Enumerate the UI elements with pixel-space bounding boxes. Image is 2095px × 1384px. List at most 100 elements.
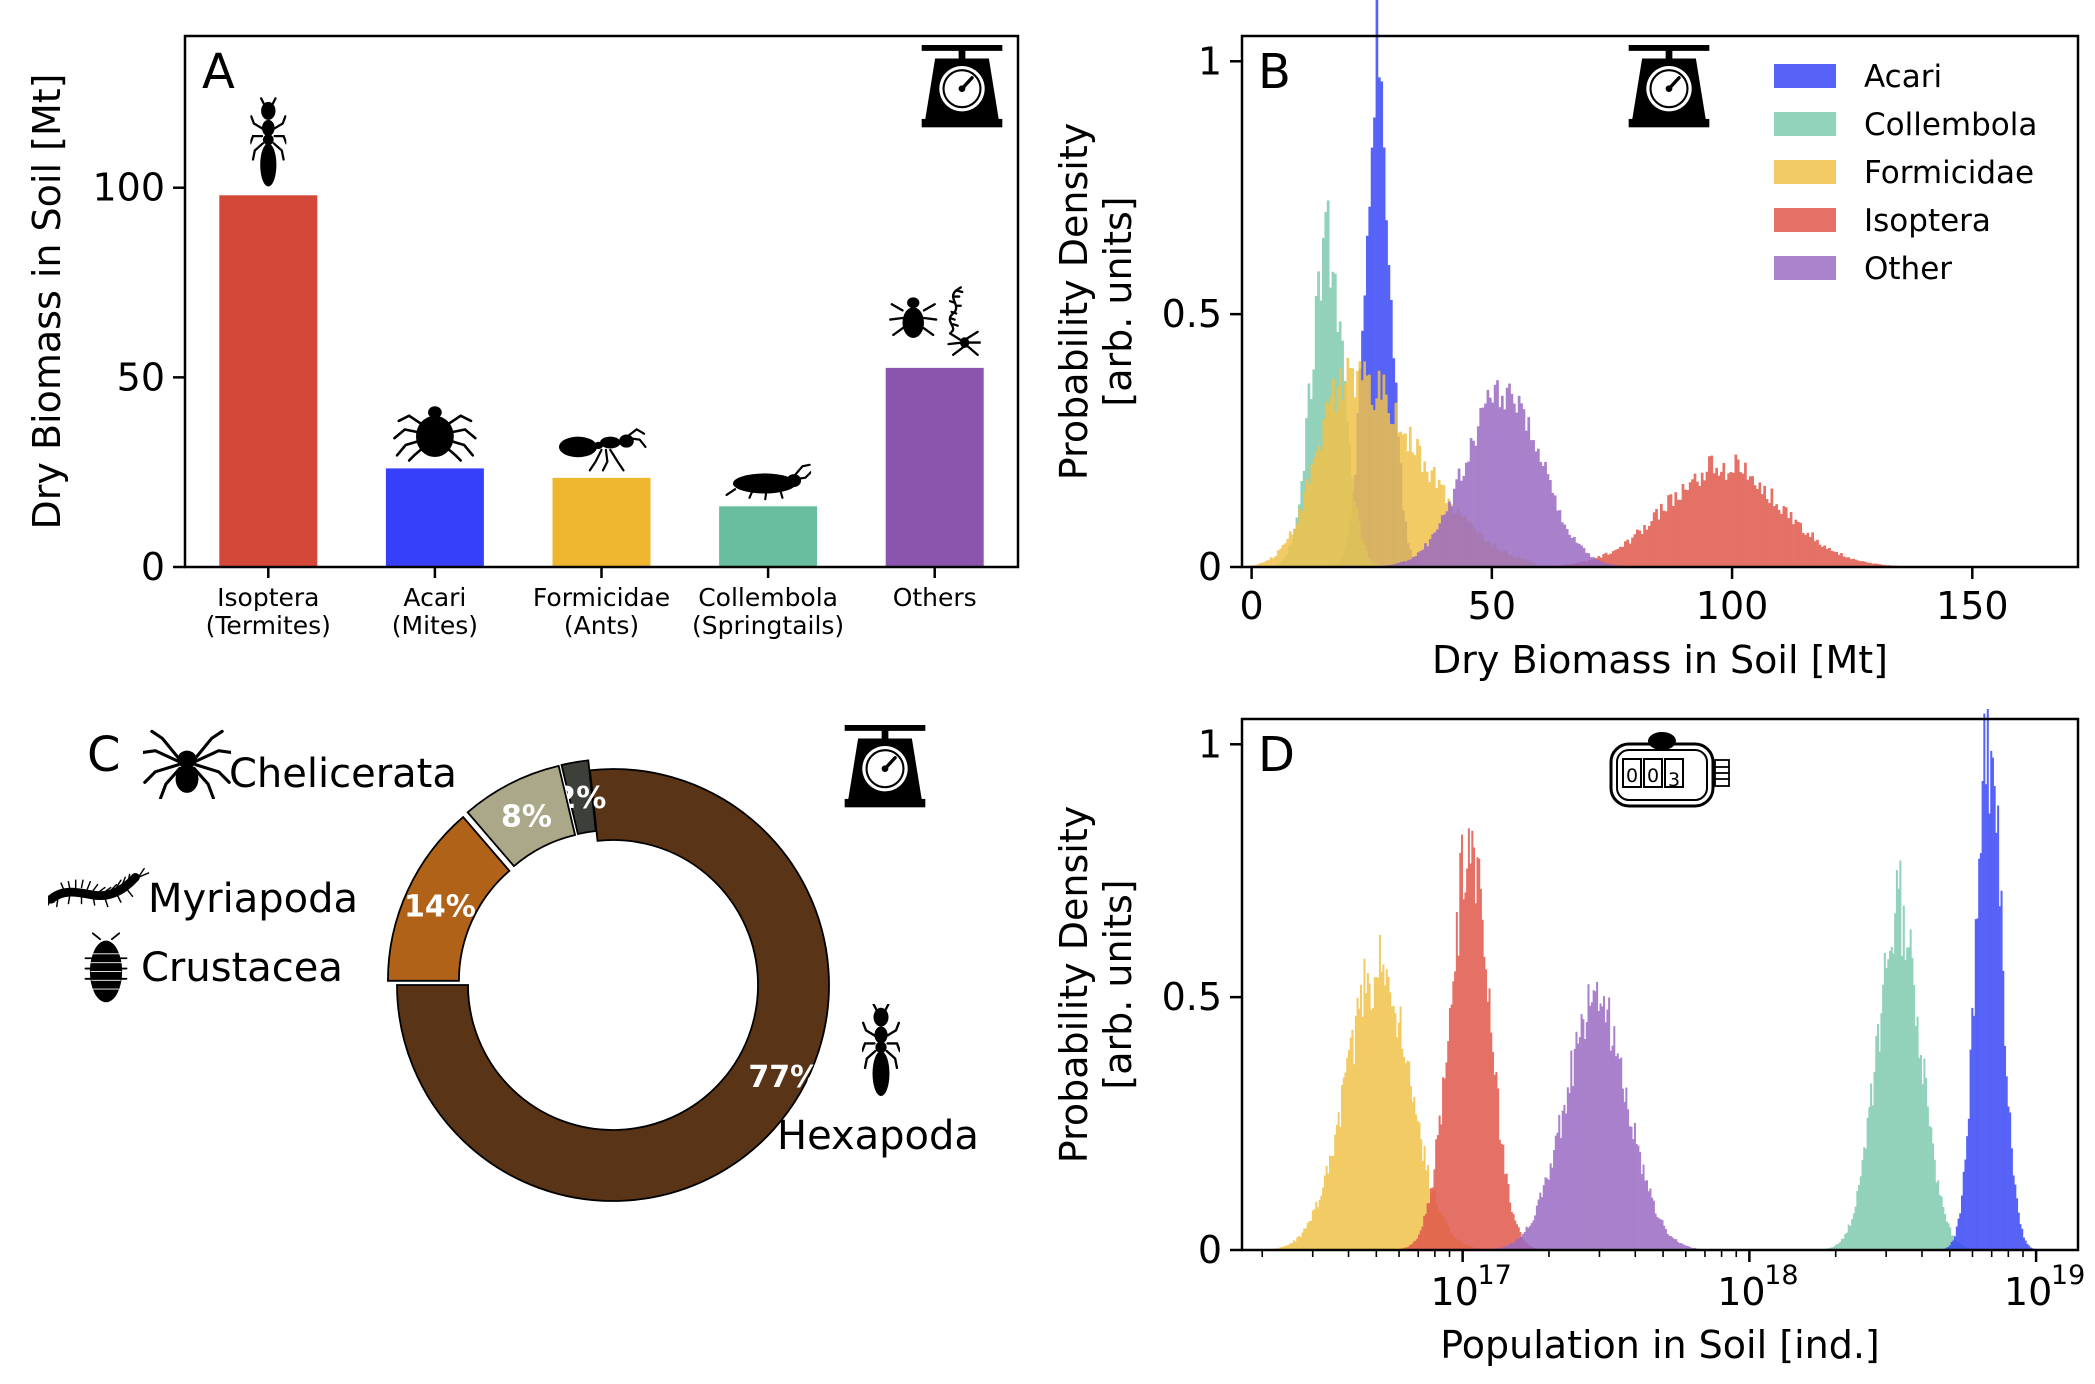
- b-hist-bin: [1587, 553, 1591, 567]
- b-hist-bin: [1580, 545, 1583, 567]
- d-hist-bin: [1906, 947, 1909, 1250]
- b-hist-bin: [1746, 479, 1750, 567]
- b-hist-bin: [1534, 451, 1538, 567]
- d-hist-bin: [1573, 1048, 1576, 1250]
- d-hist-bin: [1918, 1057, 1921, 1250]
- d-hist-bin: [1864, 1148, 1867, 1250]
- d-hist-bin: [1503, 1246, 1506, 1250]
- b-hist-bin: [1339, 368, 1342, 567]
- b-hist-bin: [1715, 467, 1718, 567]
- b-hist-bin: [1319, 300, 1323, 567]
- b-hist-bin: [1799, 522, 1803, 567]
- d-hist-bin: [1413, 1096, 1416, 1250]
- d-hist-bin: [1522, 1233, 1525, 1250]
- d-hist-bin: [1832, 1247, 1835, 1250]
- b-hist-bin: [1717, 475, 1721, 567]
- b-hist-bin: [1382, 374, 1386, 567]
- panel-c-donut: C 77%2%8%14% Chelicerata Myriapoda Crust…: [48, 725, 979, 1202]
- legend-swatch: [1774, 112, 1836, 136]
- d-hist-bin: [1570, 1050, 1573, 1250]
- b-hist-bin: [1394, 402, 1398, 567]
- b-hist-bin: [1604, 563, 1607, 567]
- b-hist-bin: [1611, 564, 1615, 567]
- d-hist-bin: [1390, 1006, 1393, 1250]
- b-hist-bin: [1486, 390, 1490, 567]
- b-hist-bin: [1849, 559, 1853, 567]
- b-hist-bin: [1404, 561, 1408, 567]
- b-hist-bin: [1712, 473, 1716, 567]
- d-hist-bin: [1871, 1105, 1874, 1250]
- d-hist-bin: [1541, 1197, 1544, 1250]
- d-hist-bin: [1913, 985, 1916, 1250]
- b-hist-bin: [1527, 417, 1531, 567]
- b-hist-bin: [1563, 524, 1567, 567]
- d-hist-bin: [1301, 1232, 1304, 1250]
- d-hist-bin: [1349, 1037, 1352, 1250]
- d-hist-bin: [1868, 1106, 1871, 1250]
- d-hist-bin: [1510, 1212, 1513, 1250]
- b-hist-bin: [1358, 361, 1362, 567]
- b-hist-bin: [1387, 413, 1391, 567]
- b-hist-bin: [1739, 472, 1742, 567]
- d-hist-bin: [1481, 919, 1484, 1250]
- d-hist-bin: [1318, 1200, 1321, 1250]
- d-hist-bin: [1883, 952, 1886, 1250]
- b-hist-bin: [1312, 457, 1316, 567]
- d-hist-bin: [1459, 852, 1462, 1250]
- d-hist-bin: [1454, 971, 1457, 1250]
- a-x-tick-label: Acari: [403, 583, 466, 612]
- d-hist-bin: [1385, 969, 1388, 1250]
- b-hist-bin: [1308, 484, 1311, 567]
- d-hist-bin: [1303, 1228, 1306, 1250]
- d-hist-bin: [1997, 805, 2000, 1250]
- d-hist-bin: [1411, 1101, 1414, 1250]
- d-hist-bin: [1921, 1084, 1924, 1250]
- d-hist-bin: [1575, 1031, 1578, 1250]
- d-hist-bin: [1370, 1009, 1373, 1250]
- a-bars: [219, 195, 984, 568]
- d-hist-bin: [1894, 913, 1897, 1250]
- b-hist-bin: [1667, 495, 1670, 567]
- d-hist-bin: [1885, 967, 1888, 1250]
- b-hist-bin: [1257, 563, 1261, 567]
- b-hist-bin: [1794, 519, 1798, 567]
- b-hist-bin: [1729, 471, 1733, 567]
- d-hist-bin: [1510, 1242, 1513, 1250]
- b-hist-bin: [1861, 561, 1865, 567]
- d-hist-bin: [1658, 1218, 1661, 1250]
- d-hist-bin: [1565, 1113, 1568, 1250]
- b-hist-bin: [1638, 530, 1642, 567]
- d-hist-bin: [1680, 1243, 1683, 1250]
- b-hist-bin: [1611, 551, 1615, 567]
- b-hist-bin: [1652, 512, 1656, 567]
- d-hist-bin: [1363, 958, 1366, 1250]
- b-hist-bin: [1780, 513, 1783, 567]
- d-hist-bin: [1890, 946, 1893, 1250]
- d-hist-bin: [1403, 1057, 1406, 1250]
- d-hist-bin: [1471, 830, 1474, 1250]
- b-hist-bin: [1599, 561, 1603, 567]
- d-hist-bin: [1373, 977, 1376, 1250]
- d-hist-bin: [1448, 1007, 1451, 1250]
- d-hist-bin: [1613, 1026, 1616, 1250]
- b-hist-bin: [1792, 524, 1795, 567]
- d-hist-bin: [1971, 1007, 1974, 1250]
- b-hist-bin: [1279, 548, 1282, 567]
- b-hist-bin: [1734, 454, 1738, 567]
- a-icons: [250, 97, 981, 501]
- counter-icon: 0 0 3: [1609, 732, 1730, 808]
- d-hist-bin: [1656, 1216, 1659, 1250]
- d-hist-bin: [1311, 1210, 1314, 1250]
- d-hist-bin: [1688, 1247, 1692, 1250]
- d-hist-bin: [1342, 1077, 1345, 1250]
- d-hist-bin: [1925, 1077, 1928, 1250]
- b-hist-bin: [1436, 529, 1439, 567]
- b-hist-bin: [1402, 561, 1406, 567]
- d-hist-bin: [2029, 1247, 2032, 1250]
- d-hist-bin: [1366, 973, 1369, 1250]
- d-hist-bin: [1563, 1104, 1566, 1250]
- d-hist-bin: [1856, 1190, 1859, 1250]
- b-hist-bin: [1679, 499, 1682, 567]
- legend-swatch: [1774, 64, 1836, 88]
- a-bar: [552, 477, 651, 567]
